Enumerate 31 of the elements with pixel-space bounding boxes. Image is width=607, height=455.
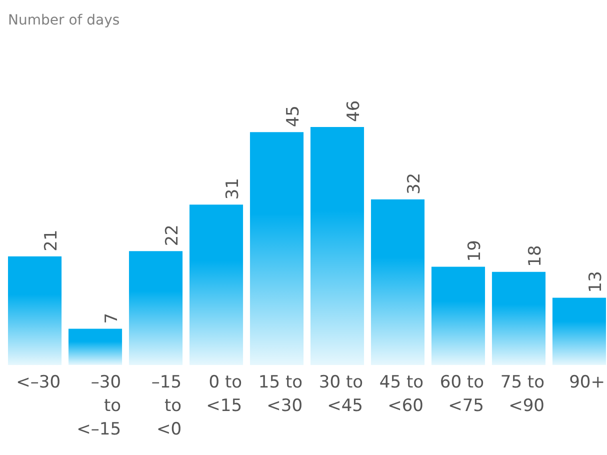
data-label: 13 [586, 271, 606, 293]
data-label: 7 [102, 312, 122, 324]
bar [8, 256, 62, 365]
bar [68, 328, 122, 365]
bar [492, 272, 546, 365]
bar [552, 298, 606, 365]
bar [370, 199, 425, 365]
x-tick-label: 45 to <60 [379, 372, 424, 416]
x-tick-label: 15 to <30 [258, 372, 303, 416]
x-tick-label: 0 to <15 [206, 372, 242, 416]
data-label: 19 [465, 240, 486, 262]
x-tick-label: –15 to <0 [151, 372, 182, 440]
bar [250, 132, 304, 365]
bar [128, 251, 183, 365]
data-label: 21 [42, 230, 62, 252]
bar [189, 204, 244, 365]
x-tick-label: 60 to <75 [440, 372, 484, 416]
x-tick-label: –30 to <–15 [76, 372, 122, 440]
data-label: 46 [344, 100, 364, 122]
data-label: 31 [223, 178, 244, 200]
data-label: 45 [284, 106, 304, 128]
x-tick-label: 75 to <90 [500, 372, 545, 416]
data-label: 32 [404, 172, 425, 194]
x-tick-label: 30 to <45 [318, 372, 364, 416]
data-label: 18 [526, 245, 546, 267]
bar [431, 266, 486, 365]
data-label: 22 [162, 224, 183, 246]
bar [310, 127, 364, 365]
chart-title: Number of days [8, 12, 120, 28]
x-tick-label: 90+ [569, 372, 605, 392]
x-tick-label: <–30 [16, 372, 61, 392]
